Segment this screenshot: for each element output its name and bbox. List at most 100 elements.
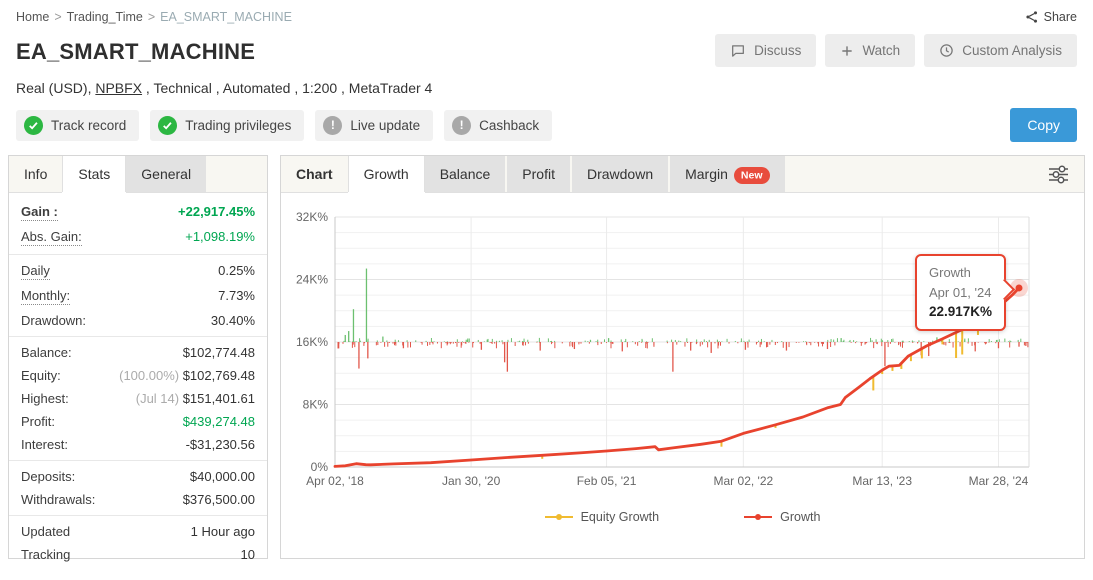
stats-group: Daily 0.25% Monthly: 7.73% Drawdown: 30.40% [9, 254, 267, 336]
tab-stats[interactable]: Stats [62, 156, 127, 192]
row-withdrawals: Withdrawals: $376,500.00 [9, 488, 267, 511]
legend-marker-icon [544, 512, 573, 522]
badges-row: Track record Trading privileges! Live upda… [0, 96, 1093, 155]
check-icon [158, 115, 178, 135]
stat-value: $40,000.00 [189, 469, 255, 484]
svg-text:Jan 30, '20: Jan 30, '20 [442, 474, 501, 488]
badge-trading-privileges: Trading privileges [150, 109, 305, 141]
stat-label[interactable]: Monthly: [21, 288, 71, 305]
row-daily: Daily 0.25% [9, 259, 267, 284]
tab-info[interactable]: Info [9, 156, 62, 192]
stats-group: Gain : +22,917.45% Abs. Gain: +1,098.19% [9, 196, 267, 254]
breadcrumb-separator: > [147, 10, 156, 24]
tab-label: Info [24, 166, 48, 182]
row-gain: Gain : +22,917.45% [9, 200, 267, 225]
tab-drawdown[interactable]: Drawdown [571, 156, 669, 192]
stat-label[interactable]: Daily [21, 263, 50, 280]
button-label: Custom Analysis [962, 43, 1062, 58]
chart-tooltip: Growth Apr 01, '24 22.917K% [915, 254, 1016, 332]
breadcrumb: Home > Trading_Time > EA_SMART_MACHINE [16, 10, 292, 24]
stat-label: Profit: [21, 414, 55, 429]
badge-label: Track record [51, 117, 127, 133]
badge-label: Live update [350, 117, 421, 133]
chart-tabstrip: Chart Growth Balance Profit Drawdown Margin Ne… [281, 156, 1084, 193]
breadcrumb-item-ea-smart-machine[interactable]: EA_SMART_MACHINE [160, 10, 292, 24]
row-tracking: Tracking 10 [9, 543, 267, 566]
row-profit: Profit: $439,274.48 [9, 410, 267, 433]
tab-margin[interactable]: Margin New [670, 156, 785, 192]
share-icon [1025, 10, 1039, 24]
subtitle-prefix: Real (USD), [16, 80, 96, 96]
breadcrumb-item-trading-time[interactable]: Trading_Time [66, 10, 143, 24]
stat-value: +1,098.19% [185, 229, 255, 244]
button-label: Discuss [754, 43, 802, 58]
tab-label: Profit [522, 166, 555, 182]
stat-value: (Jul 14) $151,401.61 [135, 391, 255, 406]
badge-label: Trading privileges [185, 117, 292, 133]
button-custom-analysis[interactable]: Custom Analysis [924, 34, 1077, 67]
copy-button[interactable]: Copy [1010, 108, 1077, 142]
row-drawdown: Drawdown: 30.40% [9, 309, 267, 332]
button-label: Watch [862, 43, 901, 58]
tooltip-date: Apr 01, '24 [929, 284, 992, 300]
svg-text:32K%: 32K% [296, 210, 328, 224]
tab-label: General [141, 166, 192, 182]
svg-text:8K%: 8K% [303, 398, 329, 412]
badge-cashback: ! Cashback [444, 109, 553, 141]
stat-value: 10 [240, 547, 255, 562]
new-badge: New [733, 166, 770, 184]
chat-icon [730, 43, 746, 58]
share-button[interactable]: Share [1025, 10, 1077, 24]
stat-value: $102,774.48 [182, 345, 255, 360]
plus-icon [840, 44, 854, 58]
row-updated: Updated 1 Hour ago [9, 520, 267, 543]
tab-label: Chart [296, 166, 333, 182]
stat-label: Tracking [21, 547, 71, 562]
stat-value: +22,917.45% [178, 204, 255, 219]
legend-label: Equity Growth [580, 510, 660, 524]
badge-live-update: ! Live update [315, 109, 434, 141]
legend-item-equity-growth[interactable]: Equity Growth [544, 510, 660, 524]
stat-label[interactable]: Abs. Gain: [21, 229, 82, 246]
tab-general[interactable]: General [126, 156, 207, 192]
tab-label: Drawdown [586, 166, 654, 182]
tab-profit[interactable]: Profit [507, 156, 570, 192]
row-interest: Interest: -$31,230.56 [9, 433, 267, 456]
stats-body: Gain : +22,917.45% Abs. Gain: +1,098.19% Dai… [9, 193, 267, 570]
main-content: Info Stats General Gain : +22,917.45% Abs. G… [0, 155, 1093, 562]
tab-label: Margin [685, 166, 728, 182]
header-row: EA_SMART_MACHINE Discuss Watch Custom Anal… [0, 30, 1093, 67]
stat-label: Drawdown: [21, 313, 87, 328]
stats-group: Balance: $102,774.48 Equity: (100.00%) $102… [9, 336, 267, 460]
svg-text:24K%: 24K% [296, 273, 328, 287]
share-label: Share [1043, 10, 1077, 24]
tab-balance[interactable]: Balance [424, 156, 506, 192]
stat-label[interactable]: Gain : [21, 204, 58, 221]
badge-track-record: Track record [16, 109, 140, 141]
chart-legend: Equity Growth Growth [281, 503, 1084, 534]
subtitle-suffix: , Technical , Automated , 1:200 , MetaTr… [142, 80, 433, 96]
button-watch[interactable]: Watch [825, 34, 916, 67]
legend-item-growth[interactable]: Growth [744, 510, 820, 524]
legend-label: Growth [780, 510, 821, 524]
exclamation-icon: ! [452, 115, 472, 135]
svg-text:Mar 13, '23: Mar 13, '23 [852, 474, 912, 488]
broker-link[interactable]: NPBFX [95, 80, 143, 96]
stat-label: Updated [21, 524, 71, 539]
chart-settings-icon[interactable] [1033, 165, 1084, 184]
stat-value: $376,500.00 [182, 492, 255, 507]
breadcrumb-item-home[interactable]: Home [16, 10, 50, 24]
row-equity: Equity: (100.00%) $102,769.48 [9, 364, 267, 387]
stat-label: Interest: [21, 437, 68, 452]
tab-label: Growth [363, 166, 409, 182]
tab-growth[interactable]: Growth [347, 156, 425, 192]
legend-marker-icon [744, 512, 773, 522]
chart-panel: Chart Growth Balance Profit Drawdown Margin Ne… [280, 155, 1085, 559]
button-discuss[interactable]: Discuss [715, 34, 817, 67]
status-badges: Track record Trading privileges! Live upda… [16, 109, 563, 141]
stats-panel: Info Stats General Gain : +22,917.45% Abs. G… [8, 155, 268, 562]
growth-chart[interactable]: 0% 8K% 16K% 24K% 32K% Apr 02, '18 Jan 30, '20 F… [285, 201, 1080, 503]
row-abs-gain: Abs. Gain: +1,098.19% [9, 225, 267, 250]
account-subtitle: Real (USD), NPBFX , Technical , Automate… [0, 67, 1093, 96]
stat-value: (100.00%) $102,769.48 [119, 368, 255, 383]
